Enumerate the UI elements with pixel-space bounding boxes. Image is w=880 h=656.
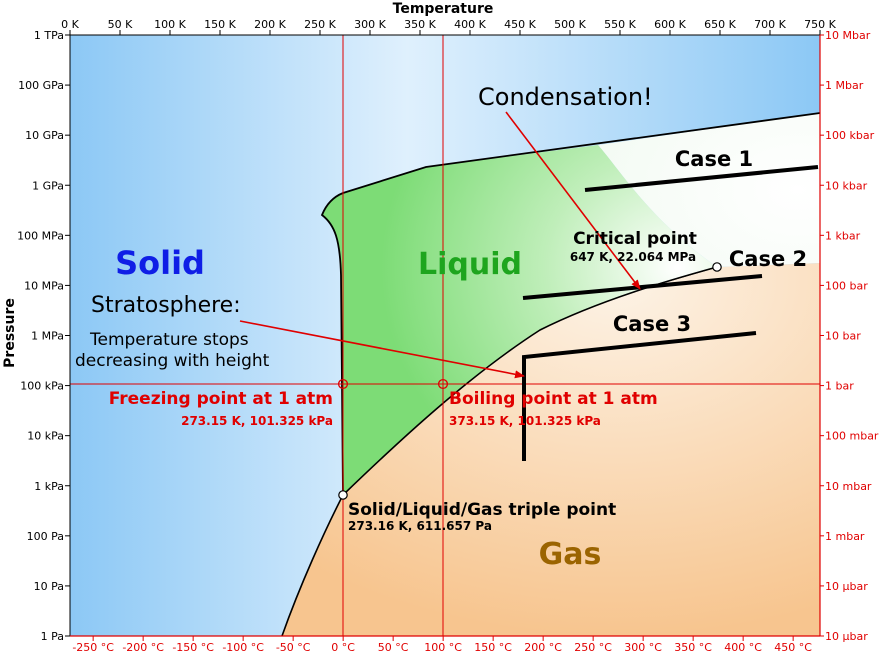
critical-point-value: 647 K, 22.064 MPa [570, 250, 696, 264]
top-tick-label: 600 K [654, 18, 686, 31]
top-tick-label: 500 K [554, 18, 586, 31]
top-tick-label: 700 K [754, 18, 786, 31]
left-tick-label: 1 GPa [32, 179, 64, 192]
sublimation-curve [281, 494, 344, 637]
right-tick-label: 10 mbar [825, 480, 872, 493]
top-tick-label: 750 K [804, 18, 836, 31]
right-tick-label: 1 bar [825, 380, 854, 393]
boiling-point-value: 373.15 K, 101.325 kPa [449, 414, 601, 428]
top-axis-title: Temperature [393, 1, 494, 17]
right-tick-label: 100 kbar [825, 129, 875, 142]
bottom-tick-label: -250 °C [72, 641, 114, 652]
right-tick-label: 10 µbar [825, 630, 868, 643]
left-tick-label: 100 Pa [27, 530, 64, 543]
stratosphere-arrow [239, 320, 525, 379]
left-tick-label: 10 MPa [24, 279, 64, 292]
bottom-tick-label: 100 °C [424, 641, 462, 652]
critical-point-marker [712, 262, 722, 272]
top-tick-label: 300 K [354, 18, 386, 31]
bottom-tick-label: 400 °C [724, 641, 762, 652]
left-axis-ticks: 1 TPa 100 GPa 10 GPa 1 GPa 100 MPa 10 MPa 1 MP… [17, 29, 70, 643]
right-tick-label: 1 Mbar [825, 79, 864, 92]
left-tick-label: 100 MPa [17, 229, 64, 242]
bottom-tick-label: -150 °C [172, 641, 214, 652]
bottom-tick-label: 200 °C [524, 641, 562, 652]
triple-point-title: Solid/Liquid/Gas triple point [348, 500, 616, 520]
solid-label: Solid [115, 244, 205, 282]
top-tick-label: 0 K [61, 18, 79, 31]
bottom-tick-label: -100 °C [222, 641, 264, 652]
case1-line [584, 165, 819, 192]
right-tick-label: 10 kbar [825, 179, 868, 192]
triple-point-marker [338, 490, 348, 500]
stratosphere-line1: Temperature stops [89, 330, 249, 350]
boiling-point-marker [437, 378, 449, 390]
liquid-label: Liquid [418, 247, 522, 282]
bottom-tick-label: 0 °C [331, 641, 355, 652]
case3-line [522, 331, 757, 461]
critical-point-title: Critical point [573, 229, 697, 249]
right-axis-ticks: 10 Mbar 1 Mbar 100 kbar 10 kbar 1 kbar 100 ba… [820, 29, 879, 643]
top-tick-label: 650 K [704, 18, 736, 31]
top-tick-label: 100 K [154, 18, 186, 31]
gas-region [282, 263, 820, 636]
bottom-tick-label: 150 °C [474, 641, 512, 652]
bottom-tick-label: 350 °C [674, 641, 712, 652]
bottom-tick-label: 250 °C [574, 641, 612, 652]
top-tick-label: 400 K [454, 18, 486, 31]
top-tick-label: 200 K [254, 18, 286, 31]
right-tick-label: 1 mbar [825, 530, 865, 543]
top-tick-label: 50 K [108, 18, 133, 31]
right-tick-label: 100 bar [825, 279, 868, 292]
left-tick-label: 10 Pa [34, 580, 64, 593]
freezing-point-marker [337, 378, 349, 390]
top-tick-label: 250 K [304, 18, 336, 31]
bottom-tick-label: 300 °C [624, 641, 662, 652]
supercritical-region [598, 113, 820, 267]
left-tick-label: 1 kPa [34, 480, 64, 493]
top-tick-label: 550 K [604, 18, 636, 31]
right-tick-label: 100 mbar [825, 430, 879, 443]
stratosphere-line2: decreasing with height [75, 351, 270, 371]
left-tick-label: 10 kPa [27, 430, 64, 443]
bottom-tick-label: -200 °C [122, 641, 164, 652]
left-tick-label: 100 kPa [20, 380, 64, 393]
liquid-region [322, 145, 717, 495]
left-tick-label: 1 MPa [31, 330, 64, 343]
bottom-tick-label: 450 °C [774, 641, 812, 652]
left-axis-title: Pressure [2, 298, 18, 368]
condensation-arrow [505, 111, 641, 290]
top-axis-ticks: 0 K 50 K 100 K 150 K 200 K 250 K 300 K 350 K 400… [61, 18, 837, 35]
case2-label: Case 2 [729, 247, 807, 271]
critical-point-leader [647, 266, 718, 288]
stratosphere-label: Stratosphere: [91, 293, 241, 318]
bottom-tick-label: 50 °C [378, 641, 409, 652]
case3-label: Case 3 [613, 312, 691, 336]
right-tick-label: 10 bar [825, 330, 861, 343]
bottom-tick-label: -50 °C [276, 641, 311, 652]
top-tick-label: 350 K [404, 18, 436, 31]
left-tick-label: 1 Pa [41, 630, 64, 643]
left-tick-label: 1 TPa [34, 29, 64, 42]
condensation-label: Condensation! [478, 83, 653, 111]
melting-curve [320, 112, 821, 496]
bottom-axis-ticks: -250 °C -200 °C -150 °C -100 °C -50 °C 0 °C 50… [72, 636, 812, 654]
case1-label: Case 1 [675, 147, 753, 171]
triple-point-value: 273.16 K, 611.657 Pa [348, 519, 492, 533]
left-tick-label: 10 GPa [25, 129, 64, 142]
top-tick-label: 150 K [204, 18, 236, 31]
right-tick-label: 1 kbar [825, 229, 861, 242]
freezing-point-value: 273.15 K, 101.325 kPa [181, 414, 333, 428]
top-tick-label: 450 K [504, 18, 536, 31]
left-tick-label: 100 GPa [18, 79, 64, 92]
freezing-point-title: Freezing point at 1 atm [109, 389, 333, 409]
boiling-point-title: Boiling point at 1 atm [449, 389, 658, 409]
right-tick-label: 10 Mbar [825, 29, 871, 42]
gas-label: Gas [539, 537, 602, 572]
case2-line [522, 274, 763, 300]
right-tick-label: 10 µbar [825, 580, 868, 593]
